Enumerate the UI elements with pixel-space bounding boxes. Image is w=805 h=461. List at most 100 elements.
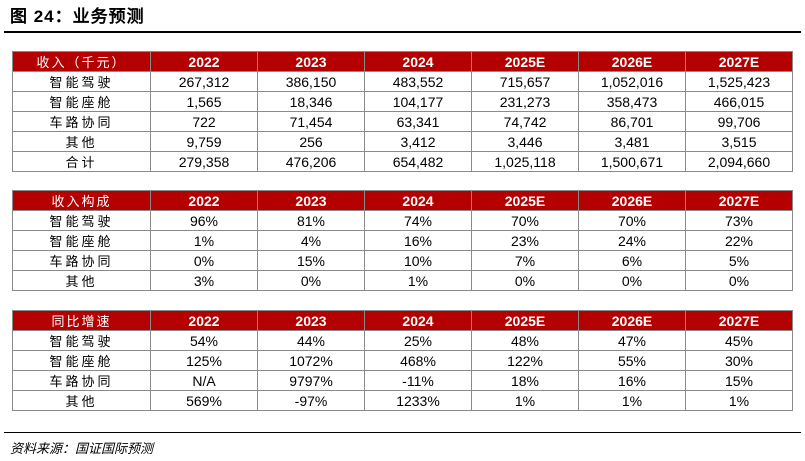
cell: 6% [578,250,686,271]
cell: 15% [257,250,365,271]
cell: 15% [685,370,793,391]
header-cell: 2023 [257,51,365,72]
yoy-growth-table: 同比增速 2022 2023 2024 2025E 2026E 2027E 智能… [12,310,793,411]
cell: 86,701 [578,111,686,132]
cell: N/A [150,370,258,391]
cell: 96% [150,210,258,231]
cell: 279,358 [150,151,258,172]
table-row: 合计 279,358 476,206 654,482 1,025,118 1,5… [12,151,793,172]
cell: 70% [471,210,579,231]
cell: 1233% [364,390,472,411]
cell: 1,565 [150,91,258,112]
header-cell: 2024 [364,190,472,211]
header-cell: 2025E [471,310,579,331]
cell: 63,341 [364,111,472,132]
row-label: 车路协同 [12,111,151,132]
cell: 55% [578,350,686,371]
header-cell: 2023 [257,190,365,211]
cell: 104,177 [364,91,472,112]
cell: 24% [578,230,686,251]
table-row: 其他 9,759 256 3,412 3,446 3,481 3,515 [12,131,793,152]
cell: 54% [150,330,258,351]
cell: 0% [578,270,686,291]
cell: 22% [685,230,793,251]
cell: 1,025,118 [471,151,579,172]
table-row: 智能驾驶 54% 44% 25% 48% 47% 45% [12,330,793,351]
cell: -97% [257,390,365,411]
table-header-row: 同比增速 2022 2023 2024 2025E 2026E 2027E [12,310,793,331]
table-row: 智能驾驶 96% 81% 74% 70% 70% 73% [12,210,793,231]
cell: 3% [150,270,258,291]
header-cell: 2026E [578,51,686,72]
header-cell: 2024 [364,310,472,331]
row-label: 其他 [12,390,151,411]
row-label: 智能驾驶 [12,330,151,351]
cell: 74,742 [471,111,579,132]
cell: 73% [685,210,793,231]
table-row: 其他 3% 0% 1% 0% 0% 0% [12,270,793,291]
cell: 483,552 [364,71,472,92]
cell: 0% [685,270,793,291]
revenue-mix-table: 收入构成 2022 2023 2024 2025E 2026E 2027E 智能… [12,190,793,291]
cell: 386,150 [257,71,365,92]
cell: 1% [364,270,472,291]
cell: 23% [471,230,579,251]
header-cell: 2027E [685,310,793,331]
row-label: 车路协同 [12,250,151,271]
table-row: 智能座舱 1% 4% 16% 23% 24% 22% [12,230,793,251]
cell: 3,412 [364,131,472,152]
cell: -11% [364,370,472,391]
cell: 9797% [257,370,365,391]
cell: 3,446 [471,131,579,152]
cell: 1% [150,230,258,251]
row-label: 智能座舱 [12,91,151,112]
cell: 358,473 [578,91,686,112]
cell: 10% [364,250,472,271]
cell: 45% [685,330,793,351]
cell: 99,706 [685,111,793,132]
header-cell: 2022 [150,190,258,211]
table-row: 车路协同 722 71,454 63,341 74,742 86,701 99,… [12,111,793,132]
cell: 1% [685,390,793,411]
header-cell: 2026E [578,190,686,211]
cell: 48% [471,330,579,351]
title-rule [4,31,801,33]
cell: 4% [257,230,365,251]
table-row: 其他 569% -97% 1233% 1% 1% 1% [12,390,793,411]
row-label: 智能驾驶 [12,210,151,231]
source-note: 资料来源：国证国际预测 [10,442,154,457]
table-row: 智能座舱 125% 1072% 468% 122% 55% 30% [12,350,793,371]
row-label: 智能座舱 [12,350,151,371]
cell: 0% [471,270,579,291]
header-cell: 2023 [257,310,365,331]
cell: 2,094,660 [685,151,793,172]
cell: 1% [578,390,686,411]
header-cell: 2025E [471,51,579,72]
cell: 569% [150,390,258,411]
cell: 468% [364,350,472,371]
source-rule [4,432,801,433]
cell: 0% [257,270,365,291]
table-row: 车路协同 0% 15% 10% 7% 6% 5% [12,250,793,271]
cell: 3,481 [578,131,686,152]
cell: 476,206 [257,151,365,172]
row-label: 智能座舱 [12,230,151,251]
header-cell: 2022 [150,310,258,331]
cell: 9,759 [150,131,258,152]
header-cell: 2027E [685,190,793,211]
cell: 122% [471,350,579,371]
table-row: 智能驾驶 267,312 386,150 483,552 715,657 1,0… [12,71,793,92]
cell: 18,346 [257,91,365,112]
cell: 466,015 [685,91,793,112]
cell: 16% [364,230,472,251]
cell: 125% [150,350,258,371]
figure-title: 图 24：业务预测 [10,7,145,26]
cell: 16% [578,370,686,391]
cell: 1,052,016 [578,71,686,92]
table-row: 智能座舱 1,565 18,346 104,177 231,273 358,47… [12,91,793,112]
header-cell: 收入构成 [12,190,151,211]
revenue-table: 收入（千元） 2022 2023 2024 2025E 2026E 2027E … [12,51,793,172]
cell: 18% [471,370,579,391]
table-row: 车路协同 N/A 9797% -11% 18% 16% 15% [12,370,793,391]
header-cell: 2024 [364,51,472,72]
